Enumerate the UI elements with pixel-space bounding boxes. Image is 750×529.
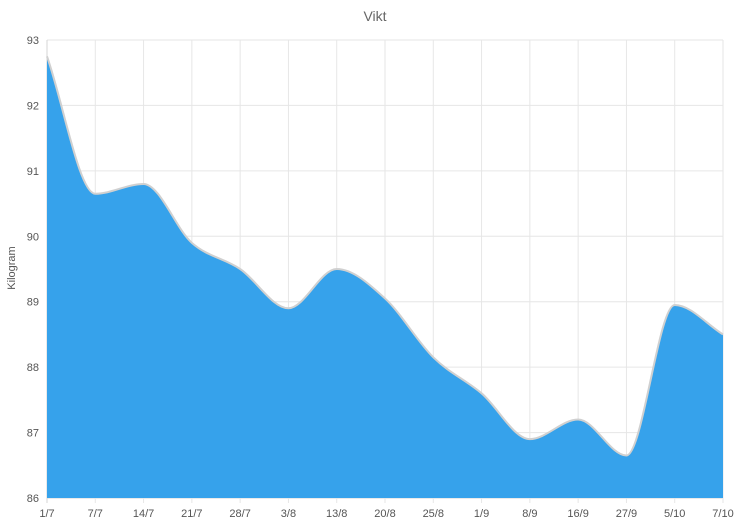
y-tick-label: 88 (27, 362, 39, 374)
data-point (480, 391, 484, 395)
x-tick-label: 5/10 (664, 508, 685, 520)
y-axis-label: Kilogram (6, 246, 18, 289)
data-point (45, 54, 49, 58)
data-point (93, 192, 97, 196)
data-area-layer (45, 54, 725, 499)
x-tick-label: 21/7 (181, 508, 202, 520)
data-point (142, 182, 146, 186)
x-tick-label: 3/8 (281, 508, 296, 520)
y-tick-labels: 86 87 88 89 90 91 92 93 (27, 35, 39, 505)
data-point (335, 267, 339, 271)
x-tick-label: 8/9 (522, 508, 537, 520)
x-tick-labels: 1/7 7/7 14/7 21/7 28/7 3/8 13/8 20/8 25/8 1/9 8/9 1… (39, 508, 733, 520)
y-tick-label: 87 (27, 428, 39, 440)
x-tick-label: 28/7 (229, 508, 250, 520)
data-point (673, 303, 677, 307)
x-tick-label: 25/8 (423, 508, 444, 520)
x-tick-label: 14/7 (133, 508, 154, 520)
y-tick-label: 89 (27, 297, 39, 309)
data-point (528, 437, 532, 441)
chart-title: Vikt (363, 8, 386, 24)
data-point (624, 453, 628, 457)
data-point (721, 332, 725, 336)
data-point (190, 241, 194, 245)
x-tick-label: 1/9 (474, 508, 489, 520)
x-tick-label: 20/8 (374, 508, 395, 520)
data-point (576, 417, 580, 421)
x-tick-label: 13/8 (326, 508, 347, 520)
series-line (46, 56, 724, 457)
data-point (431, 355, 435, 359)
x-tick-label: 7/10 (712, 508, 733, 520)
y-tick-label: 92 (27, 100, 39, 112)
x-tick-label: 1/7 (39, 508, 54, 520)
data-point (238, 267, 242, 271)
y-tick-label: 93 (27, 35, 39, 47)
data-point (286, 306, 290, 310)
series-area-fill (47, 56, 723, 499)
y-tick-label: 91 (27, 166, 39, 178)
y-tick-label: 90 (27, 231, 39, 243)
x-tick-label: 16/9 (567, 508, 588, 520)
x-tick-label: 27/9 (616, 508, 637, 520)
x-tick-label: 7/7 (88, 508, 103, 520)
y-tick-label: 86 (27, 493, 39, 505)
data-point (383, 296, 387, 300)
